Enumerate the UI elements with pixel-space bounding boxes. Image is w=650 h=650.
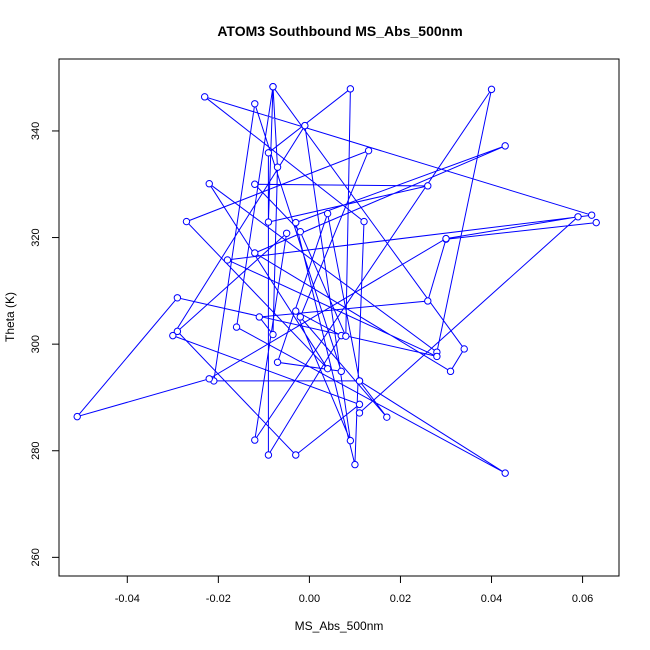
data-point — [292, 218, 300, 227]
data-point — [342, 332, 350, 340]
data-point — [173, 294, 182, 302]
data-point — [351, 460, 359, 469]
data-point — [205, 180, 213, 188]
data-point — [173, 327, 182, 336]
data-point — [273, 358, 282, 366]
data-point — [501, 142, 509, 150]
x-tick-label: -0.02 — [206, 593, 231, 605]
y-axis: 260 280 300 320 340 — [30, 122, 60, 567]
data-point — [296, 227, 305, 236]
data-point — [383, 413, 391, 421]
data-point — [587, 211, 596, 219]
x-tick-label: 0.02 — [390, 593, 411, 605]
data-point — [269, 83, 277, 91]
data-point — [251, 436, 259, 444]
data-point — [355, 377, 364, 385]
y-tick-label: 340 — [30, 122, 42, 140]
data-point — [346, 436, 355, 445]
data-point — [364, 146, 373, 155]
x-axis: -0.04 -0.02 0.00 0.02 0.04 0.06 — [115, 575, 593, 605]
data-point — [301, 121, 309, 130]
data-point — [424, 182, 432, 190]
data-point — [251, 180, 259, 188]
data-point — [355, 400, 364, 409]
x-tick-label: 0.00 — [299, 593, 320, 605]
x-tick-label: 0.06 — [572, 593, 593, 605]
data-point — [264, 218, 273, 226]
data-point — [592, 218, 600, 227]
y-tick-label: 300 — [30, 335, 42, 353]
data-point — [323, 209, 332, 218]
x-tick-label: 0.04 — [481, 593, 502, 605]
series-layer — [73, 83, 600, 477]
data-point — [487, 85, 496, 94]
data-point — [433, 352, 441, 361]
data-point — [424, 297, 432, 305]
data-point — [264, 451, 273, 459]
data-point — [337, 367, 345, 376]
y-tick-label: 260 — [30, 548, 42, 566]
y-axis-label: Theta (K) — [3, 292, 17, 342]
data-point — [269, 330, 277, 339]
data-point — [460, 345, 468, 353]
y-tick-label: 280 — [30, 442, 42, 460]
data-point — [292, 451, 300, 459]
data-point — [574, 213, 582, 221]
series-line — [75, 85, 597, 474]
data-point — [323, 364, 332, 373]
data-point — [446, 367, 455, 376]
data-point — [223, 256, 232, 264]
data-point — [346, 85, 355, 93]
data-point — [255, 313, 264, 321]
x-tick-label: -0.04 — [115, 593, 140, 605]
data-point — [182, 217, 191, 226]
data-point — [73, 412, 81, 421]
data-point — [292, 307, 300, 315]
data-point — [264, 149, 273, 157]
y-tick-label: 320 — [30, 228, 42, 246]
chart-title: ATOM3 Southbound MS_Abs_500nm — [217, 23, 462, 39]
data-point — [282, 229, 291, 237]
data-point — [355, 409, 364, 417]
data-point — [442, 234, 450, 243]
data-point — [296, 313, 305, 321]
data-point — [205, 375, 213, 383]
data-point — [232, 323, 241, 331]
data-point — [273, 163, 282, 171]
data-point — [251, 100, 259, 108]
data-point — [360, 217, 368, 226]
data-point — [200, 93, 209, 101]
data-point — [501, 469, 509, 477]
data-point — [251, 249, 259, 257]
x-axis-label: MS_Abs_500nm — [295, 619, 384, 633]
data-point — [169, 331, 177, 340]
